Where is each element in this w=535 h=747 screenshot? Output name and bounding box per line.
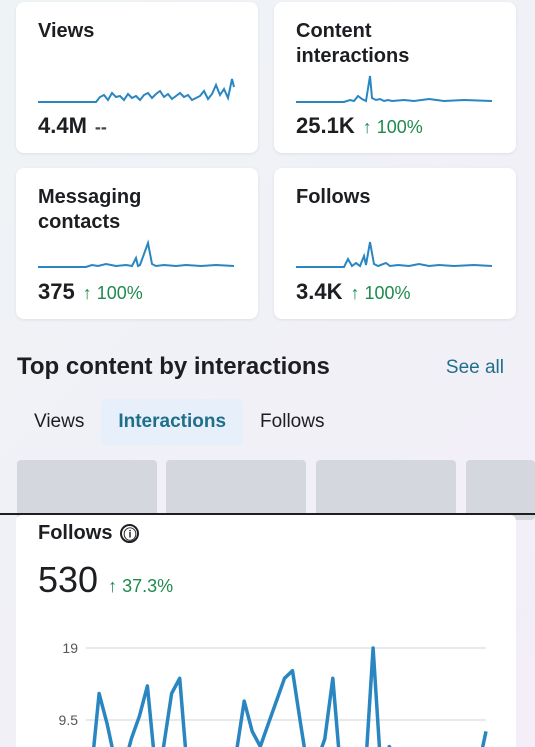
follows-detail-title-row: Follows ⓘ bbox=[38, 522, 140, 545]
card-title: Content interactions bbox=[296, 20, 410, 67]
content-thumbnail[interactable] bbox=[166, 460, 306, 520]
card-value: 4.4M bbox=[38, 113, 87, 138]
messaging-contacts-sparkline bbox=[38, 239, 235, 268]
card-value-row: 375 ↑ 100% bbox=[38, 279, 143, 305]
content-thumbnail[interactable] bbox=[466, 460, 535, 520]
top-content-title: Top content by interactions bbox=[17, 353, 330, 380]
card-value-row: 3.4K ↑ 100% bbox=[296, 279, 411, 305]
card-delta: ↑ 100% bbox=[82, 283, 143, 303]
card-value: 375 bbox=[38, 279, 75, 304]
follows-sparkline bbox=[296, 241, 493, 268]
stat-card-content-interactions[interactable]: Content interactions 25.1K ↑ 100% bbox=[274, 2, 516, 153]
tab-follows[interactable]: Follows bbox=[260, 411, 325, 432]
stat-card-messaging-contacts[interactable]: Messaging contacts 375 ↑ 100% bbox=[16, 168, 258, 319]
tab-views[interactable]: Views bbox=[34, 411, 85, 432]
content-interactions-sparkline bbox=[296, 75, 493, 103]
stat-card-follows[interactable]: Follows 3.4K ↑ 100% bbox=[274, 168, 516, 319]
card-title: Views bbox=[38, 20, 95, 42]
see-all-link[interactable]: See all bbox=[445, 357, 504, 378]
series-line bbox=[92, 646, 488, 747]
card-title: Follows bbox=[296, 186, 371, 208]
card-delta: ↑ 100% bbox=[350, 283, 411, 303]
card-value-row: 25.1K ↑ 100% bbox=[296, 113, 423, 139]
views-sparkline bbox=[38, 78, 235, 103]
y-tick-label: 9.5 bbox=[59, 712, 79, 728]
card-title: Messaging contacts bbox=[38, 186, 142, 233]
screenshot-divider bbox=[0, 513, 535, 515]
y-tick-label: 19 bbox=[62, 640, 78, 656]
follows-detail-title: Follows bbox=[38, 522, 113, 544]
content-tabs: Views Interactions Follows bbox=[17, 399, 341, 445]
stat-card-views[interactable]: Views 4.4M -- bbox=[16, 2, 258, 153]
info-icon[interactable]: ⓘ bbox=[120, 524, 140, 543]
content-thumbnail[interactable] bbox=[316, 460, 456, 520]
card-delta: -- bbox=[94, 117, 107, 137]
content-thumbnail[interactable] bbox=[17, 460, 157, 520]
follows-detail-card: Follows ⓘ 530 ↑ 37.3% 19 9.5 bbox=[16, 515, 516, 747]
card-value-row: 4.4M -- bbox=[38, 113, 107, 139]
follows-line-chart: 19 9.5 bbox=[59, 640, 488, 747]
follows-detail-value-row: 530 ↑ 37.3% bbox=[38, 559, 173, 601]
card-value: 25.1K bbox=[296, 113, 355, 138]
tab-interactions[interactable]: Interactions bbox=[101, 399, 244, 445]
follows-detail-delta: ↑ 37.3% bbox=[108, 576, 174, 596]
card-delta: ↑ 100% bbox=[362, 117, 423, 137]
card-value: 3.4K bbox=[296, 279, 343, 304]
follows-detail-value: 530 bbox=[38, 559, 99, 600]
